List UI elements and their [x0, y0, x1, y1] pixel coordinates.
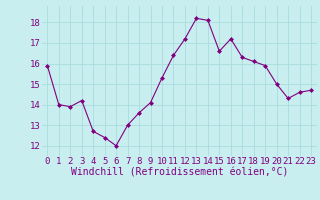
X-axis label: Windchill (Refroidissement éolien,°C): Windchill (Refroidissement éolien,°C) [70, 168, 288, 178]
